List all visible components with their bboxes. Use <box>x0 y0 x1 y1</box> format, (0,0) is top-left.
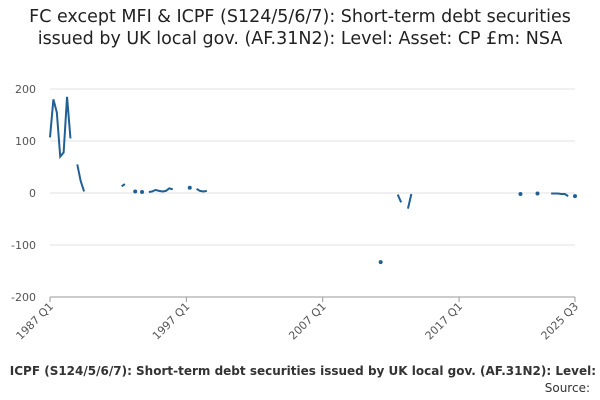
data-point <box>140 189 145 194</box>
x-tick-label: 1997 Q1 <box>150 300 193 343</box>
line-segment <box>76 164 86 192</box>
data-point <box>133 189 138 194</box>
line-segment <box>406 193 413 209</box>
line-segment <box>551 192 569 197</box>
data-point <box>187 185 192 190</box>
line-segment <box>396 194 403 203</box>
data-point <box>573 194 577 199</box>
line-segment <box>121 183 126 188</box>
source: Source: <box>544 381 590 395</box>
data-point <box>378 260 383 265</box>
line-segment <box>148 187 174 193</box>
x-tick-label: 2017 Q1 <box>423 300 466 343</box>
line-segment <box>49 96 72 160</box>
y-tick-label: 0 <box>29 187 36 200</box>
x-tick-label: 2007 Q1 <box>286 300 329 343</box>
y-tick-label: 100 <box>15 135 36 148</box>
x-tick-label: 1987 Q1 <box>14 300 57 343</box>
y-tick-label: -100 <box>11 239 36 252</box>
line-segment <box>196 187 207 193</box>
data-point <box>518 192 523 197</box>
y-tick-label: -200 <box>11 291 36 304</box>
y-tick-label: 200 <box>15 83 36 96</box>
subtitle: ICPF (S124/5/6/7): Short-term debt secur… <box>9 364 596 378</box>
x-tick-label: 2025 Q3 <box>539 300 582 343</box>
data-point <box>535 191 540 196</box>
chart-title: FC except MFI & ICPF (S124/5/6/7): Short… <box>29 7 571 49</box>
